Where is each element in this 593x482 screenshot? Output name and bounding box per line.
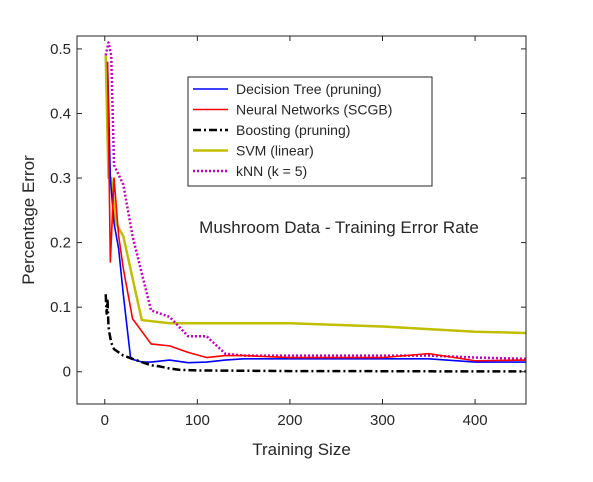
y-ticks: 0 0.1 0.2 0.3 0.4 0.5 bbox=[50, 41, 526, 381]
legend-label-3: SVM (linear) bbox=[236, 143, 314, 159]
legend: Decision Tree (pruning) Neural Networks (… bbox=[187, 76, 433, 187]
y-tick-label: 0 bbox=[63, 364, 71, 381]
x-tick-label: 400 bbox=[463, 412, 488, 429]
legend-items: Decision Tree (pruning) Neural Networks (… bbox=[193, 81, 392, 179]
legend-label-1: Neural Networks (SCGB) bbox=[236, 102, 392, 118]
series-line-0 bbox=[106, 61, 526, 364]
y-tick-label: 0.1 bbox=[50, 299, 71, 316]
x-ticks: 0 100 200 300 400 bbox=[101, 36, 488, 429]
legend-label-4: kNN (k = 5) bbox=[236, 163, 307, 179]
y-tick-label: 0.4 bbox=[50, 105, 71, 122]
series-line-4 bbox=[104, 41, 526, 361]
y-tick-label: 0.3 bbox=[50, 170, 71, 187]
chart-title: Mushroom Data - Training Error Rate bbox=[199, 218, 479, 237]
series-layer bbox=[104, 41, 526, 373]
x-tick-label: 300 bbox=[370, 412, 395, 429]
legend-box bbox=[187, 76, 433, 187]
x-tick-label: 0 bbox=[101, 412, 109, 429]
x-tick-label: 200 bbox=[277, 412, 302, 429]
series-line-2 bbox=[104, 294, 526, 373]
series-line-1 bbox=[106, 61, 526, 362]
y-tick-label: 0.2 bbox=[50, 235, 71, 252]
x-tick-label: 100 bbox=[185, 412, 210, 429]
axes-box bbox=[76, 35, 527, 405]
legend-label-2: Boosting (pruning) bbox=[236, 122, 350, 138]
x-axis-label: Training Size bbox=[252, 440, 351, 459]
y-axis-label: Percentage Error bbox=[19, 155, 38, 285]
legend-label-0: Decision Tree (pruning) bbox=[236, 81, 382, 97]
y-tick-label: 0.5 bbox=[50, 41, 71, 58]
